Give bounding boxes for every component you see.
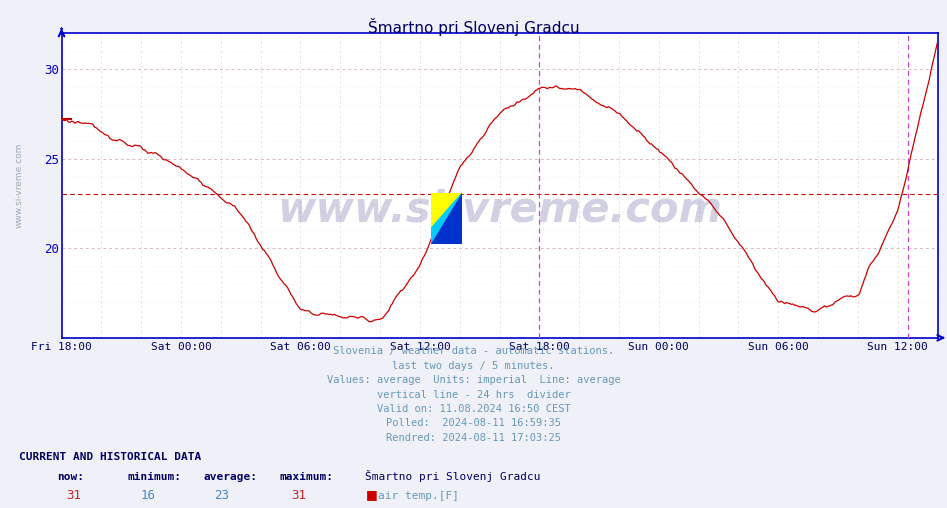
Text: CURRENT AND HISTORICAL DATA: CURRENT AND HISTORICAL DATA (19, 452, 201, 462)
Text: now:: now: (57, 472, 84, 482)
Text: 31: 31 (292, 489, 307, 502)
Text: ■: ■ (366, 488, 377, 501)
Text: 16: 16 (140, 489, 155, 502)
Text: 23: 23 (214, 489, 229, 502)
Text: Šmartno pri Slovenj Gradcu: Šmartno pri Slovenj Gradcu (367, 18, 580, 36)
Text: average:: average: (204, 472, 258, 482)
Text: www.si-vreme.com: www.si-vreme.com (277, 189, 722, 231)
Text: maximum:: maximum: (279, 472, 333, 482)
Polygon shape (431, 193, 462, 229)
Text: www.si-vreme.com: www.si-vreme.com (15, 143, 24, 228)
Text: 31: 31 (66, 489, 81, 502)
Text: Slovenia / weather data - automatic stations.
last two days / 5 minutes.
Values:: Slovenia / weather data - automatic stat… (327, 346, 620, 443)
Text: minimum:: minimum: (128, 472, 182, 482)
Polygon shape (431, 193, 462, 244)
Text: air temp.[F]: air temp.[F] (378, 491, 459, 501)
Text: Šmartno pri Slovenj Gradcu: Šmartno pri Slovenj Gradcu (365, 470, 540, 482)
Polygon shape (431, 193, 462, 244)
